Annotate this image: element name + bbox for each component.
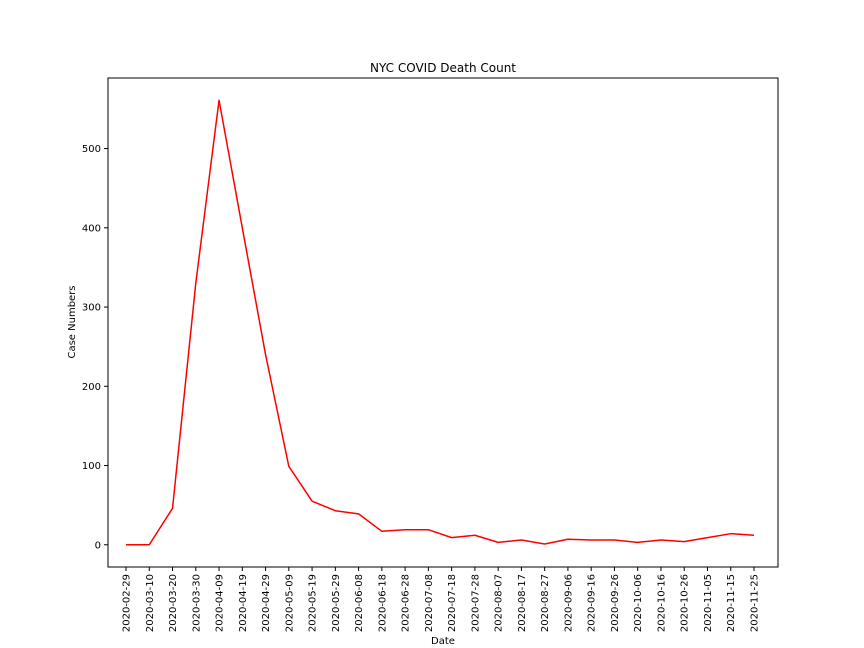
- x-tick-label: 2020-08-07: [494, 574, 505, 632]
- x-tick-label: 2020-10-16: [656, 574, 667, 632]
- x-tick-label: 2020-08-27: [540, 574, 551, 632]
- x-tick-label: 2020-05-19: [308, 574, 319, 632]
- x-tick-label: 2020-03-30: [191, 574, 202, 632]
- x-tick-label: 2020-07-28: [470, 574, 481, 632]
- x-tick-label: 2020-08-17: [517, 574, 528, 632]
- x-tick-label: 2020-09-16: [587, 574, 598, 632]
- y-axis-label: Case Numbers: [67, 285, 78, 358]
- series-line-0: [126, 99, 755, 546]
- x-tick-label: 2020-02-29: [122, 574, 133, 632]
- x-tick-label: 2020-03-20: [168, 574, 179, 632]
- x-tick-label: 2020-07-08: [424, 574, 435, 632]
- x-tick-label: 2020-11-15: [726, 574, 737, 632]
- y-tick-label: 500: [82, 144, 101, 155]
- x-tick-label: 2020-09-06: [563, 574, 574, 632]
- x-tick-label: 2020-11-05: [703, 574, 714, 632]
- y-tick-label: 0: [95, 540, 101, 551]
- x-tick-label: 2020-04-29: [261, 574, 272, 632]
- x-tick-label: 2020-11-25: [750, 574, 761, 632]
- y-tick-label: 300: [82, 303, 101, 314]
- x-tick-label: 2020-05-09: [284, 574, 295, 632]
- x-axis-label: Date: [431, 636, 455, 647]
- x-tick-label: 2020-09-26: [610, 574, 621, 632]
- x-tick-label: 2020-06-28: [401, 574, 412, 632]
- y-tick-label: 200: [82, 382, 101, 393]
- x-tick-label: 2020-04-09: [215, 574, 226, 632]
- x-tick-label: 2020-10-06: [633, 574, 644, 632]
- x-tick-label: 2020-07-18: [447, 574, 458, 632]
- x-tick-label: 2020-05-29: [331, 574, 342, 632]
- y-tick-label: 100: [82, 461, 101, 472]
- x-tick-label: 2020-03-10: [145, 574, 156, 632]
- y-tick-label: 400: [82, 223, 101, 234]
- x-tick-label: 2020-04-19: [238, 574, 249, 632]
- x-tick-label: 2020-06-18: [377, 574, 388, 632]
- chart-title: NYC COVID Death Count: [370, 61, 516, 75]
- x-tick-label: 2020-10-26: [680, 574, 691, 632]
- plot-frame: [107, 77, 779, 568]
- x-tick-label: 2020-06-08: [354, 574, 365, 632]
